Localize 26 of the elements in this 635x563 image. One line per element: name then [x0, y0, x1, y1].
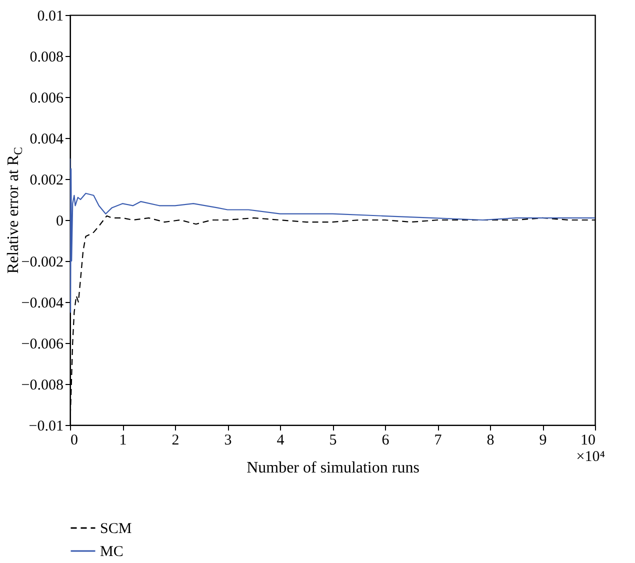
legend-label: MC	[100, 544, 124, 560]
x-tick-label: 9	[539, 432, 547, 448]
x-tick-label: 2	[172, 432, 180, 448]
x-tick-label: 5	[329, 432, 337, 448]
line-series	[70, 158, 595, 313]
y-tick-label: 0.004	[30, 132, 64, 148]
x-tick-label: 6	[382, 432, 390, 448]
x-tick-label: 1	[119, 432, 127, 448]
y-tick-label: 0.006	[30, 90, 64, 106]
y-tick-label: −0.01	[28, 418, 64, 434]
y-tick-label: 0.008	[30, 50, 64, 66]
x-axis-title: Number of simulation runs	[246, 460, 420, 476]
x-tick-label: 4	[276, 432, 285, 448]
y-tick-label: −0.006	[21, 336, 64, 352]
x-tick-label: 8	[486, 432, 494, 448]
x-tick-label: 10	[580, 432, 596, 448]
y-tick-label: −0.004	[21, 296, 64, 312]
legend-label: SCM	[100, 521, 132, 537]
y-tick-label: −0.008	[21, 378, 64, 394]
x-tick-label: 3	[224, 432, 232, 448]
x-tick-label: 0	[70, 432, 78, 448]
y-tick-label: 0	[56, 214, 64, 230]
y-tick-label: 0.002	[30, 172, 64, 188]
text: ×10⁴	[576, 449, 605, 465]
y-tick-label: 0.01	[37, 8, 64, 24]
x-tick-label: 7	[434, 432, 442, 448]
